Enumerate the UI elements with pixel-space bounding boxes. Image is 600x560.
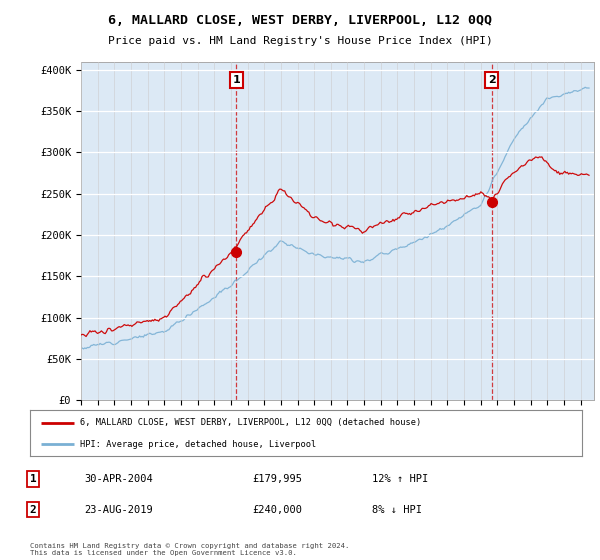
Text: £240,000: £240,000 (252, 505, 302, 515)
Text: 8% ↓ HPI: 8% ↓ HPI (372, 505, 422, 515)
Text: 1: 1 (29, 474, 37, 484)
Text: 6, MALLARD CLOSE, WEST DERBY, LIVERPOOL, L12 0QQ: 6, MALLARD CLOSE, WEST DERBY, LIVERPOOL,… (108, 14, 492, 27)
Text: 30-APR-2004: 30-APR-2004 (84, 474, 153, 484)
Text: Contains HM Land Registry data © Crown copyright and database right 2024.
This d: Contains HM Land Registry data © Crown c… (30, 543, 349, 556)
Text: £179,995: £179,995 (252, 474, 302, 484)
Text: 2: 2 (488, 75, 496, 85)
Text: Price paid vs. HM Land Registry's House Price Index (HPI): Price paid vs. HM Land Registry's House … (107, 36, 493, 46)
Text: HPI: Average price, detached house, Liverpool: HPI: Average price, detached house, Live… (80, 440, 316, 449)
Text: 2: 2 (29, 505, 37, 515)
Text: 1: 1 (233, 75, 240, 85)
Text: 6, MALLARD CLOSE, WEST DERBY, LIVERPOOL, L12 0QQ (detached house): 6, MALLARD CLOSE, WEST DERBY, LIVERPOOL,… (80, 418, 421, 427)
Text: 12% ↑ HPI: 12% ↑ HPI (372, 474, 428, 484)
Text: 23-AUG-2019: 23-AUG-2019 (84, 505, 153, 515)
